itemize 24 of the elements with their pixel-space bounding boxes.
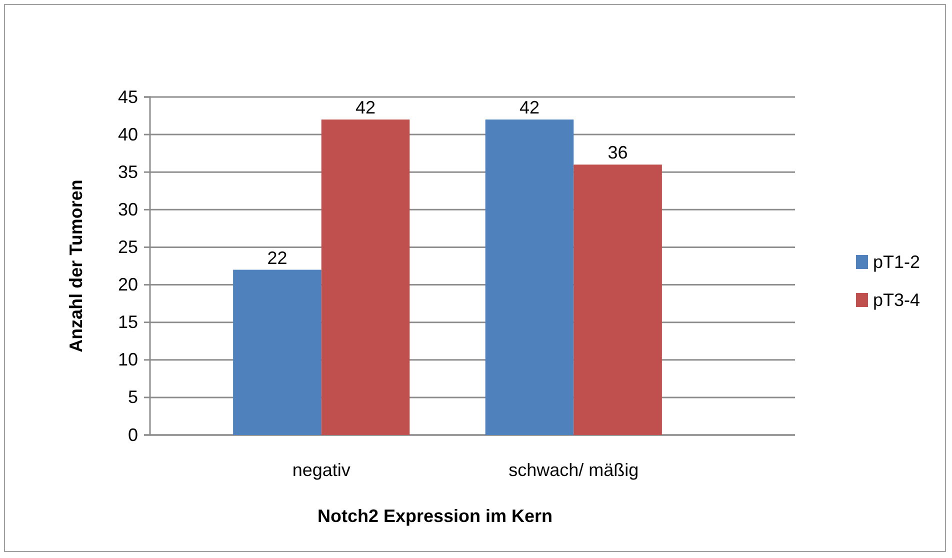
data-label: 42 <box>355 98 376 118</box>
x-axis-title: Notch2 Expression im Kern <box>317 506 553 526</box>
y-tick-label: 20 <box>118 274 138 295</box>
y-tick-label: 30 <box>118 199 138 220</box>
y-tick-label: 5 <box>128 387 138 408</box>
bar <box>485 120 574 435</box>
y-tick-label: 10 <box>118 350 138 370</box>
legend-label: pT1-2 <box>873 252 920 272</box>
x-tick-label: schwach/ mäßig <box>508 460 639 480</box>
data-label: 22 <box>267 248 288 268</box>
y-axis-title: Anzahl der Tumoren <box>66 180 86 352</box>
y-tick-label: 25 <box>118 236 138 257</box>
y-tick-label: 15 <box>118 312 138 332</box>
bar <box>574 164 662 435</box>
data-label: 36 <box>608 142 628 163</box>
y-tick-label: 35 <box>118 162 138 182</box>
x-tick-label: negativ <box>292 460 350 480</box>
y-tick-label: 45 <box>118 86 138 107</box>
legend-label: pT3-4 <box>873 290 920 310</box>
y-tick-label: 40 <box>118 124 138 144</box>
bar <box>321 120 410 435</box>
data-label: 42 <box>519 98 540 118</box>
bar <box>233 270 322 435</box>
y-tick-label: 0 <box>128 424 138 445</box>
